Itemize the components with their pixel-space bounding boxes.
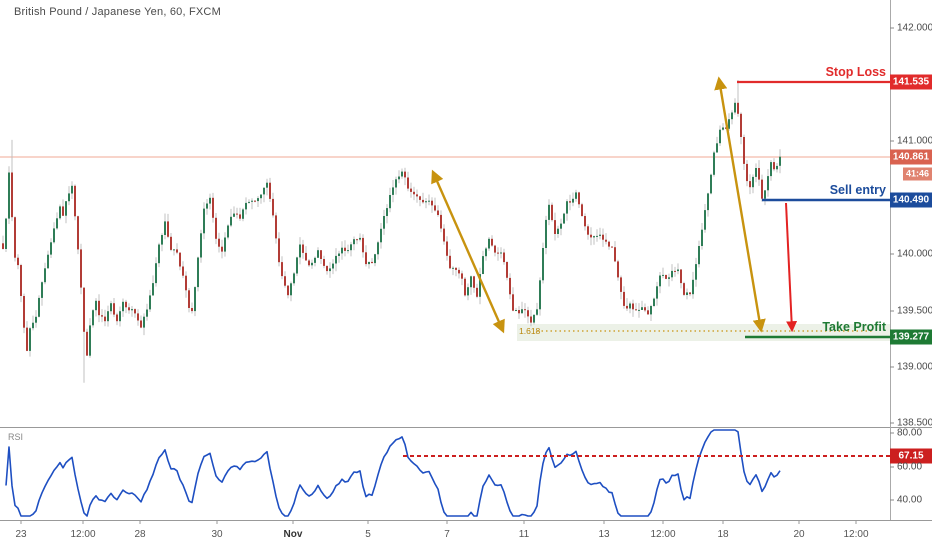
sell-entry-label[interactable]: Sell entry [829, 183, 886, 197]
time-tick-label: 11 [518, 529, 530, 540]
red-trade-arrow-2[interactable] [785, 202, 798, 333]
price-tick-label: 142.000 [890, 23, 932, 34]
time-tick-label: 30 [211, 529, 223, 540]
time-tick-label: 12:00 [843, 529, 869, 540]
rsi-alert-level-badge: 67.15 [890, 448, 932, 464]
rsi-line [5, 429, 781, 517]
time-tick-label: Nov [283, 529, 303, 540]
take-profit-label[interactable]: Take Profit [822, 320, 886, 334]
price-tick-label: 80.00 [890, 428, 932, 439]
time-tick-label: 5 [365, 529, 371, 540]
gold-projection-arrow-0[interactable] [431, 169, 505, 334]
price-tick-label: 139.000 [890, 362, 932, 373]
last-price-badge: 140.861 [890, 149, 932, 165]
take-profit-price-badge: 139.277 [890, 329, 932, 345]
price-tick-label: 60.00 [890, 462, 932, 473]
price-tick-label: 40.00 [890, 495, 932, 506]
price-tick-label: 138.500 [890, 418, 932, 429]
time-tick-label: 12:00 [70, 529, 96, 540]
time-tick-label: 23 [15, 529, 27, 540]
time-tick-label: 20 [793, 529, 805, 540]
rsi-pane-label: RSI [8, 432, 24, 442]
price-tick-label: 141.000 [890, 136, 932, 147]
sell-entry-price-badge: 140.490 [890, 192, 932, 208]
stop-loss-price-badge: 141.535 [890, 74, 932, 90]
gold-projection-arrow-1[interactable] [714, 76, 766, 333]
price-tick-label: 139.500 [890, 306, 932, 317]
time-tick-label: 13 [598, 529, 610, 540]
symbol-title: British Pound / Japanese Yen, 60, FXCM [14, 6, 221, 18]
time-tick-label: 28 [134, 529, 146, 540]
stop-loss-label[interactable]: Stop Loss [825, 65, 886, 79]
bar-countdown-badge: 41:46 [903, 167, 932, 181]
time-tick-label: 12:00 [650, 529, 676, 540]
price-tick-label: 140.000 [890, 249, 932, 260]
fib-1618-label[interactable]: 1.618 [519, 326, 541, 336]
time-tick-label: 18 [717, 529, 729, 540]
time-tick-label: 7 [444, 529, 450, 540]
